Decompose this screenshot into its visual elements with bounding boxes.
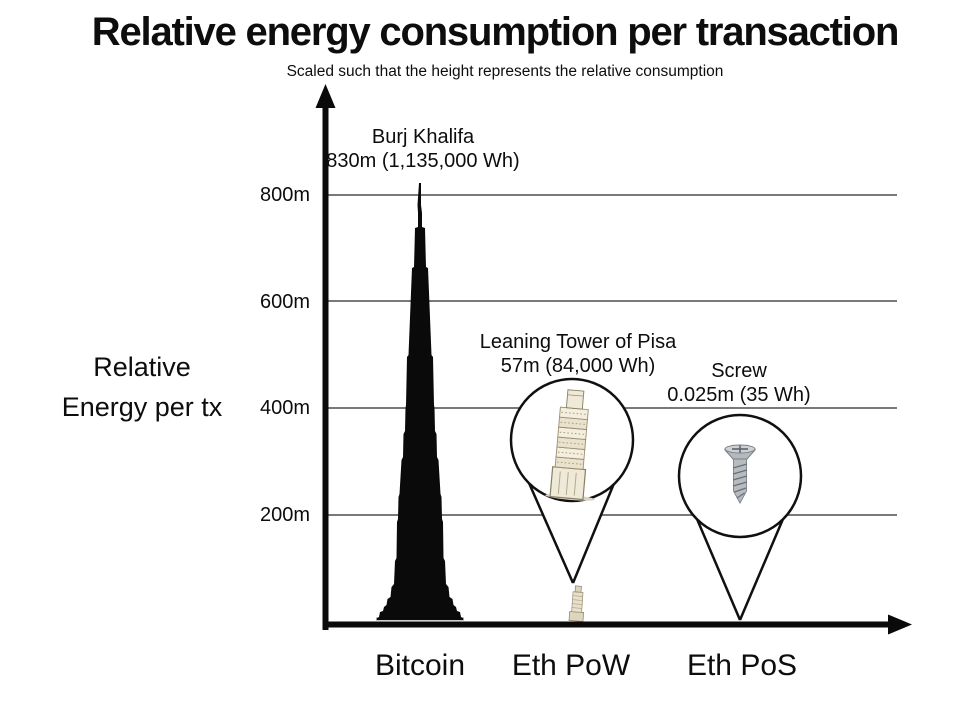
screw-annotation-name: Screw [711,360,767,382]
pisa-magnifier-cone [527,480,617,584]
screw-icon [723,444,757,504]
y-tick-600m: 600m [259,291,310,313]
pisa-annotation-name: Leaning Tower of Pisa [479,331,677,353]
burj-khalifa-silhouette-icon [377,183,463,620]
page-title: Relative energy consumption per transact… [91,10,900,54]
y-axis-title: Relative Energy per tx [28,347,256,427]
y-axis [315,84,336,630]
y-tick-800m: 800m [259,184,310,206]
x-label-eth-pos: Eth PoS [686,649,798,682]
pisa-tower-icon [545,389,595,501]
y-axis-title-line1: Relative [93,352,191,382]
up-arrow-icon [315,84,336,108]
x-label-eth-pow: Eth PoW [511,649,631,682]
right-arrow-icon [888,614,912,635]
y-tick-400m: 400m [259,397,310,419]
y-axis-title-line2: Energy per tx [61,392,223,422]
pisa-annotation-value: 57m (84,000 Wh) [500,354,656,377]
pisa-annotation: Leaning Tower of Pisa 57m (84,000 Wh) [457,331,699,378]
y-tick-200m: 200m [259,504,310,526]
screw-annotation: Screw 0.025m (35 Wh) [619,360,859,407]
screw-magnifier-cone [695,518,785,621]
x-axis [322,614,912,635]
x-label-bitcoin: Bitcoin [374,649,466,682]
burj-annotation: Burj Khalifa 830m (1,135,000 Wh) [303,126,543,173]
burj-annotation-name: Burj Khalifa [371,126,475,148]
screw-annotation-value: 0.025m (35 Wh) [667,383,811,406]
burj-annotation-value: 830m (1,135,000 Wh) [326,149,520,172]
page-subtitle: Scaled such that the height represents t… [286,63,724,80]
pisa-mini-icon [568,585,584,622]
